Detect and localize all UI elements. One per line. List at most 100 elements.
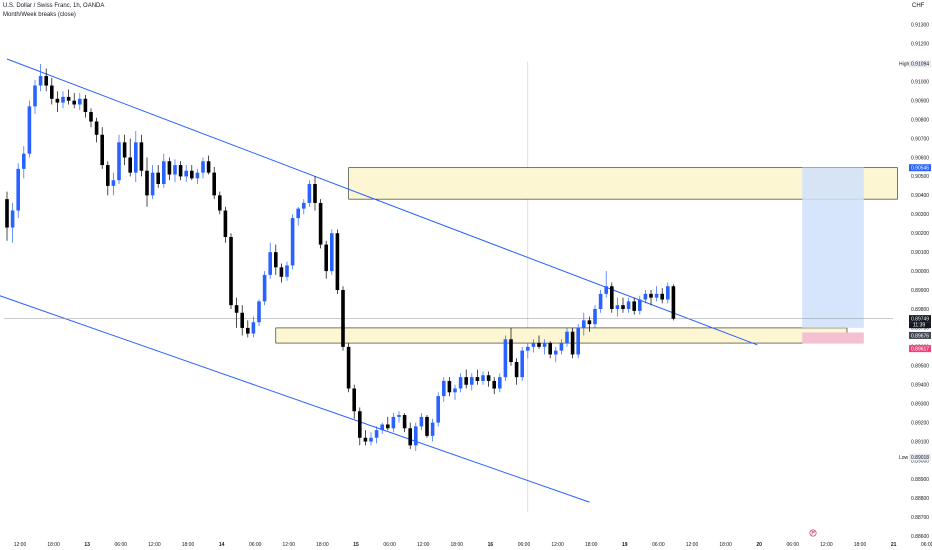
candle-body (27, 106, 32, 154)
candle-body (369, 437, 373, 442)
candle-body (626, 301, 631, 309)
time-tick-label: 18:00 (585, 542, 598, 548)
time-tick-label: 18:00 (451, 542, 464, 548)
price-axis[interactable]: 0.913000.912000.911000.910000.909000.908… (911, 23, 929, 540)
time-tick-label: 06:00 (518, 542, 531, 548)
time-tick-label: 19 (622, 542, 628, 548)
candle-body (274, 252, 278, 268)
candle-body (279, 267, 284, 277)
time-tick-label: 16 (488, 542, 494, 548)
high-marker-caption: High (899, 62, 910, 68)
candle-body (430, 422, 435, 436)
price-tick-label: 0.88900 (911, 477, 929, 483)
price-tick-label: 0.89500 (911, 364, 929, 370)
flag-icon-circle (809, 529, 817, 537)
time-tick-label: 06:00 (249, 542, 262, 548)
candle-body (5, 199, 9, 228)
time-tick-label: 15 (353, 542, 359, 548)
candle-body (206, 161, 211, 173)
upper-trendline (6, 58, 758, 346)
countdown-value: 11:39 (913, 323, 925, 329)
candle-body (145, 170, 149, 196)
candle-body (458, 377, 463, 389)
stop-box (802, 332, 864, 344)
candle-body (150, 172, 155, 196)
stop-marker: 0.89617 (909, 345, 931, 352)
flag-icon (809, 529, 817, 537)
indicator-label[interactable]: Month/Week breaks (close) (3, 12, 76, 18)
candle-body (632, 301, 636, 311)
high-marker-bg (909, 60, 931, 68)
candle-body (223, 210, 228, 238)
candle-body (190, 170, 194, 179)
price-tick-label: 0.90800 (911, 117, 929, 123)
candle-body (671, 286, 676, 319)
time-tick-label: 06:00 (652, 542, 665, 548)
time-axis[interactable]: 12:00 18:00 13 06:00 12:00 18:00 14 06:00 12:00 1… (14, 542, 932, 548)
candle-body (195, 172, 200, 179)
time-tick-label: 06:00 (115, 542, 128, 548)
candle-body (268, 252, 272, 275)
price-tick-label: 0.90300 (911, 212, 929, 218)
candle-body (425, 416, 429, 436)
time-tick-label: 12:00 (686, 542, 699, 548)
chart-title: U.S. Dollar / Swiss Franc, 1h, OANDA (3, 3, 105, 9)
price-tick-label: 0.88600 (911, 534, 929, 540)
candle-body (285, 265, 289, 277)
lower-trendline (0, 295, 590, 503)
time-tick-label: 18:00 (47, 542, 60, 548)
low-marker-value: 0.89018 (911, 455, 929, 461)
candle-body (134, 142, 138, 173)
time-tick-label: 12:00 (148, 542, 161, 548)
candle-body (128, 157, 132, 173)
candle-body (408, 428, 412, 446)
low-marker-bg (909, 453, 931, 461)
time-tick-label: 18:00 (854, 542, 867, 548)
candle-body (587, 320, 592, 325)
last-price-marker: 0.89749 (909, 315, 931, 322)
candle-body (156, 172, 160, 184)
candle-body (251, 322, 256, 334)
candle-body (324, 244, 328, 272)
countdown-marker: 11:39 (909, 322, 931, 329)
candle-body (22, 153, 26, 169)
candle-body (391, 416, 396, 429)
flag-icon-glyph (811, 530, 816, 535)
candle-body (330, 233, 334, 272)
candle-body (111, 180, 116, 186)
time-tick-label: 12:00 (551, 542, 564, 548)
currency-label: CHF (912, 3, 925, 9)
candle-body (615, 305, 620, 309)
candle-body (38, 76, 43, 86)
candle-body (302, 202, 306, 209)
candle-body (89, 112, 93, 122)
time-tick-label: 20 (756, 542, 762, 548)
candle-body (520, 350, 524, 378)
time-tick-label: 12:00 (283, 542, 296, 548)
candles-layer (5, 63, 676, 451)
low-marker: Low 0.89018 (899, 453, 931, 461)
candle-body (503, 339, 508, 378)
candle-body (548, 343, 552, 355)
candle-body (486, 375, 491, 381)
time-tick-label: 18:00 (316, 542, 329, 548)
candle-body (559, 343, 564, 351)
candle-body (453, 388, 457, 393)
candle-body (341, 290, 345, 347)
candle-body (106, 165, 110, 186)
candle-body (598, 293, 603, 309)
entry-marker-value: 0.89676 (911, 333, 929, 339)
high-marker: High 0.91094 (899, 60, 931, 68)
time-tick-label: 12:00 (820, 542, 833, 548)
candle-body (526, 346, 530, 351)
candle-body (246, 327, 250, 334)
candle-body (666, 286, 670, 300)
candle-body (654, 293, 659, 298)
candle-body (447, 380, 452, 393)
candle-body (173, 165, 177, 175)
zone-top-marker-value: 0.90546 (911, 166, 929, 172)
zone-top-marker-bg (909, 164, 931, 172)
candle-body (78, 98, 82, 105)
candle-body (139, 142, 144, 171)
